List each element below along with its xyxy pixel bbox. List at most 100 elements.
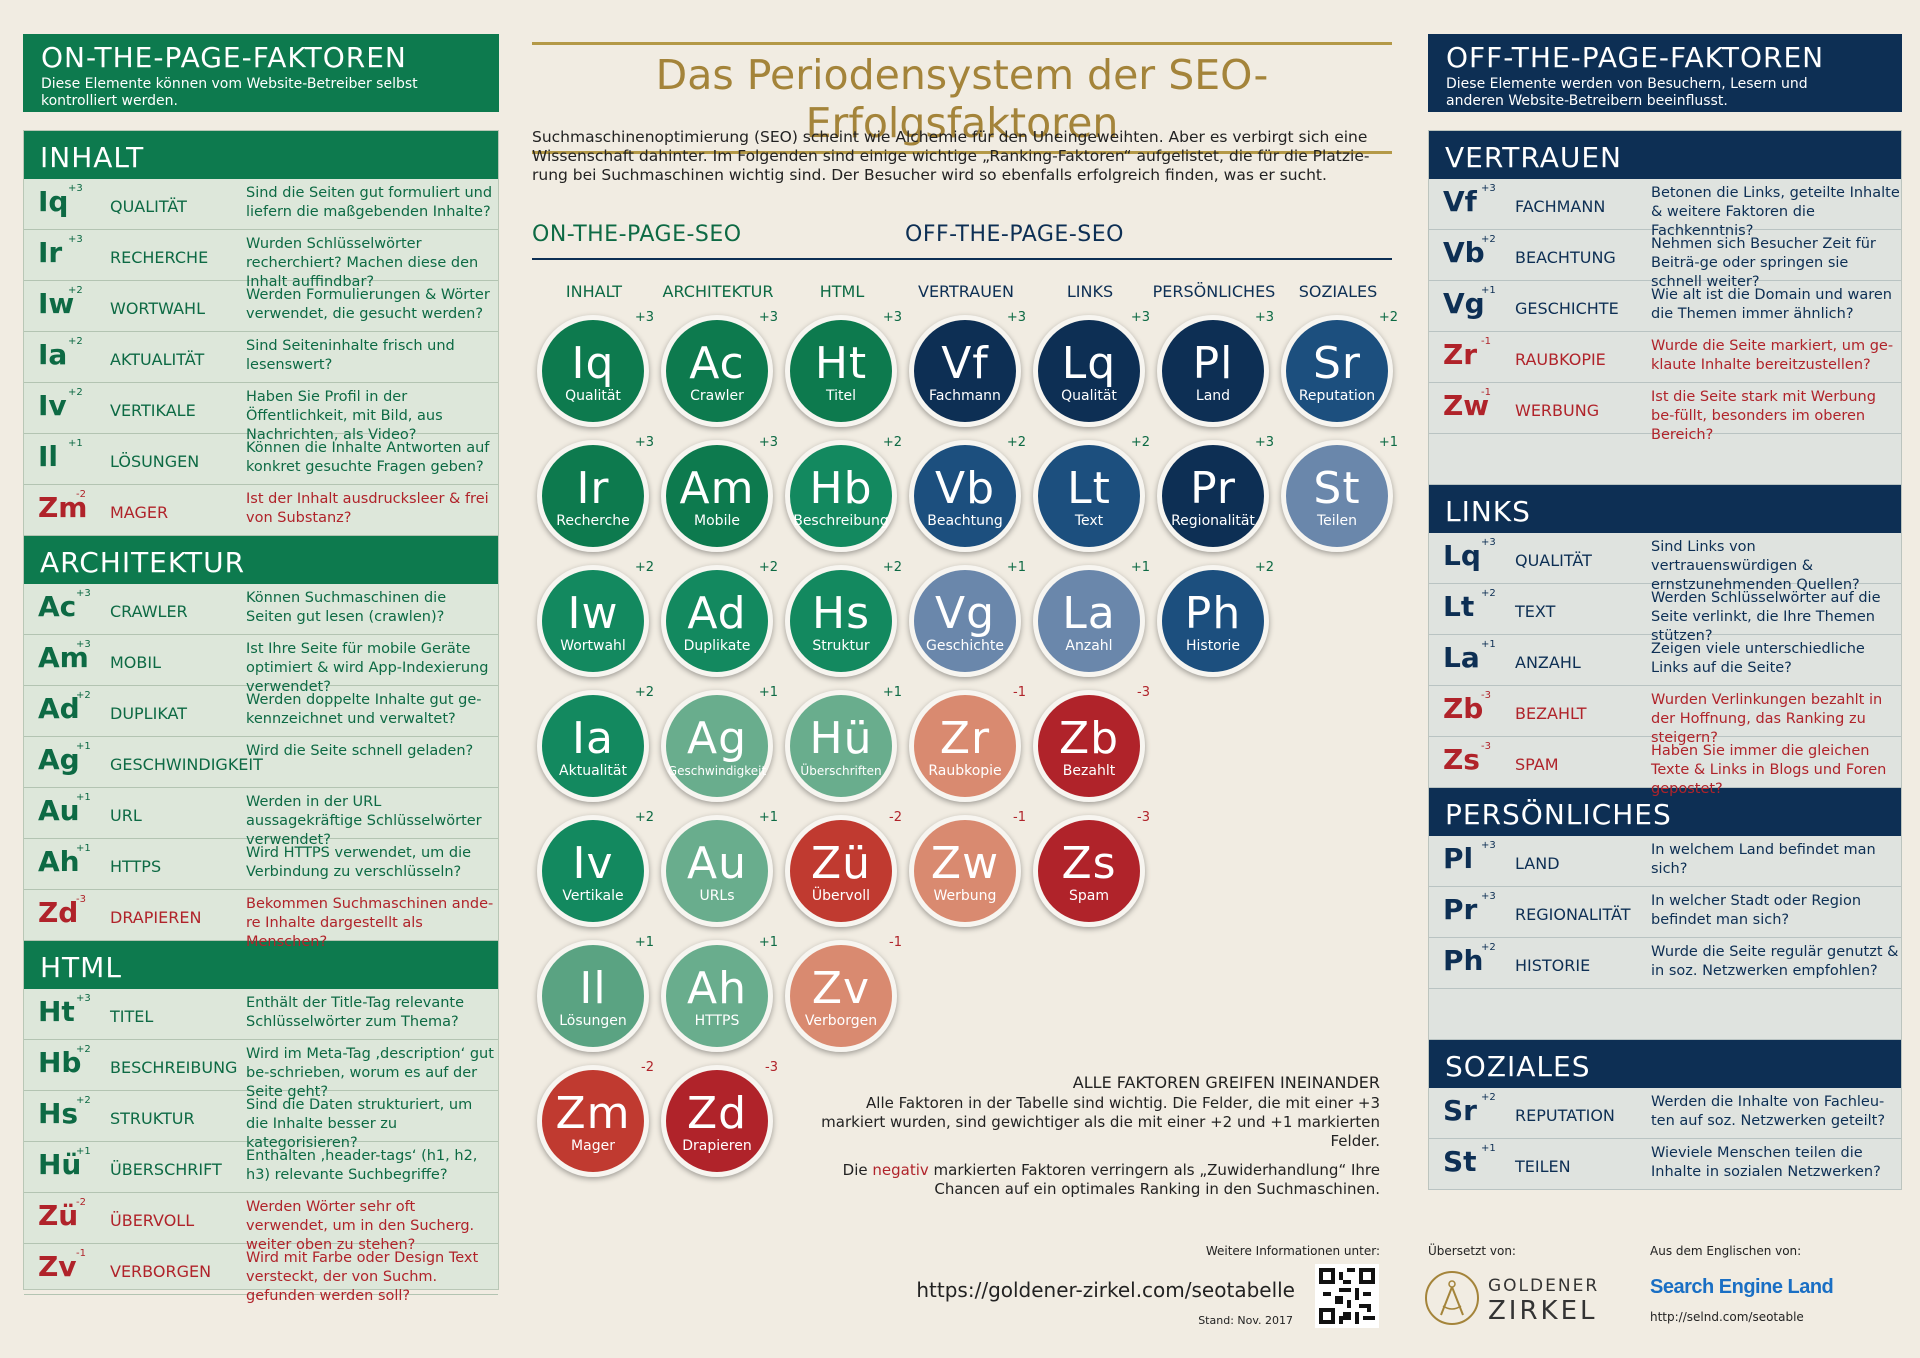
element-circle: Iv Vertikale: [537, 815, 649, 927]
element-tile[interactable]: Zü Übervoll -2: [780, 810, 904, 934]
qr-code-icon[interactable]: [1315, 1264, 1379, 1328]
element-tile[interactable]: Iv Vertikale +2: [532, 810, 656, 934]
element-circle: Vg Geschichte: [909, 565, 1021, 677]
goldener-zirkel-logo[interactable]: GOLDENER ZIRKEL: [1424, 1268, 1604, 1330]
factor-symbol: Iw: [38, 287, 75, 320]
element-weight: +2: [1254, 560, 1274, 575]
element-symbol: Vg: [934, 588, 996, 639]
element-weight: +2: [1130, 435, 1150, 450]
factor-row: Ag +1 GESCHWINDIGKEIT Wird die Seite schnel…: [24, 737, 498, 788]
factor-name: WERBUNG: [1515, 401, 1600, 420]
factor-weight: +2: [76, 1044, 91, 1055]
factor-name: MOBIL: [110, 653, 162, 672]
section-title: INHALT: [24, 131, 498, 179]
element-tile[interactable]: Pl Land +3: [1152, 310, 1276, 434]
factor-symbol: St: [1443, 1145, 1477, 1178]
factor-question: Enthält der Title-Tag relevante Schlüsse…: [246, 995, 465, 1030]
element-symbol: Iq: [571, 338, 615, 389]
element-tile[interactable]: Am Mobile +3: [656, 435, 780, 559]
element-tile[interactable]: Iw Wortwahl +2: [532, 560, 656, 684]
section-title: ARCHITEKTUR: [24, 536, 498, 584]
element-tile[interactable]: Hb Beschreibung +2: [780, 435, 904, 559]
element-label: Titel: [825, 388, 856, 404]
factor-weight: +1: [68, 438, 83, 449]
element-circle: Zü Übervoll: [785, 815, 897, 927]
element-weight: +3: [1006, 310, 1026, 325]
factor-question: Nehmen sich Besucher Zeit für Beiträ-ge …: [1651, 236, 1876, 290]
section-2: HTML Ht +3 TITEL Enthält der Title-Tag relev…: [24, 941, 498, 1304]
factor-symbol: Zb: [1443, 692, 1484, 725]
element-tile[interactable]: Il Lösungen +1: [532, 935, 656, 1059]
element-tile[interactable]: Hs Struktur +2: [780, 560, 904, 684]
element-tile[interactable]: St Teilen +1: [1276, 435, 1400, 559]
factor-name: REPUTATION: [1515, 1106, 1615, 1125]
element-tile[interactable]: Ag Geschwindigkeit +1: [656, 685, 780, 809]
element-tile[interactable]: Lt Text +2: [1028, 435, 1152, 559]
element-tile[interactable]: Ia Aktualität +2: [532, 685, 656, 809]
element-label: Land: [1195, 388, 1231, 404]
element-weight: -3: [1137, 810, 1150, 825]
factor-weight: +3: [1481, 183, 1496, 194]
element-tile[interactable]: Hü Überschriften +1: [780, 685, 904, 809]
element-label: Übervoll: [811, 888, 871, 904]
element-tile[interactable]: Zr Raubkopie -1: [904, 685, 1028, 809]
element-circle: Lq Qualität: [1033, 315, 1145, 427]
element-tile[interactable]: Lq Qualität +3: [1028, 310, 1152, 434]
element-tile[interactable]: Pr Regionalität +3: [1152, 435, 1276, 559]
element-weight: +3: [1130, 310, 1150, 325]
factor-symbol: Am: [38, 641, 89, 674]
factor-symbol: Ir: [38, 236, 63, 269]
element-label: Reputation: [1298, 388, 1376, 404]
element-tile[interactable]: Vf Fachmann +3: [904, 310, 1028, 434]
element-circle: Ia Aktualität: [537, 690, 649, 802]
element-circle: Zd Drapieren: [661, 1065, 773, 1177]
factor-row: Vb +2 BEACHTUNG Nehmen sich Besucher Zeit f…: [1429, 230, 1901, 290]
element-tile[interactable]: Zd Drapieren -3: [656, 1060, 780, 1184]
source-url-link[interactable]: https://goldener-zirkel.com/seotabelle: [916, 1278, 1295, 1302]
element-circle: La Anzahl: [1033, 565, 1145, 677]
element-tile[interactable]: Zw Werbung -1: [904, 810, 1028, 934]
element-tile[interactable]: Ir Recherche +3: [532, 435, 656, 559]
element-tile[interactable]: Zm Mager -2: [532, 1060, 656, 1184]
element-tile[interactable]: Iq Qualität +3: [532, 310, 656, 434]
factor-row: Zs -3 SPAM Haben Sie immer die gleichen Tex…: [1429, 737, 1901, 797]
factor-question: Wird im Meta-Tag ‚description‘ gut be-sc…: [246, 1046, 494, 1100]
element-tile[interactable]: Ac Crawler +3: [656, 310, 780, 434]
factor-weight: +1: [1481, 1143, 1496, 1154]
section-title: SOZIALES: [1429, 1040, 1901, 1088]
element-circle: St Teilen: [1281, 440, 1393, 552]
element-tile[interactable]: Ad Duplikate +2: [656, 560, 780, 684]
factor-weight: +2: [68, 387, 83, 398]
element-tile[interactable]: Sr Reputation +2: [1276, 310, 1400, 434]
element-tile[interactable]: Vb Beachtung +2: [904, 435, 1028, 559]
section-title: VERTRAUEN: [1429, 131, 1901, 179]
element-tile[interactable]: Ht Titel +3: [780, 310, 904, 434]
left-panel-subtitle: Diese Elemente können vom Website-Betrei…: [41, 76, 418, 109]
sel-url-link[interactable]: http://selnd.com/seotable: [1650, 1310, 1804, 1324]
factor-name: TEXT: [1515, 602, 1556, 621]
element-label: Spam: [1069, 888, 1109, 904]
element-tile[interactable]: Zv Verborgen -1: [780, 935, 904, 1059]
factor-weight: +2: [76, 1095, 91, 1106]
element-tile[interactable]: Vg Geschichte +1: [904, 560, 1028, 684]
factor-weight: -3: [1481, 690, 1491, 701]
element-tile[interactable]: La Anzahl +1: [1028, 560, 1152, 684]
element-tile[interactable]: Ph Historie +2: [1152, 560, 1276, 684]
factor-symbol: Au: [38, 794, 80, 827]
element-symbol: Am: [679, 463, 755, 514]
right-panel-subtitle: Diese Elemente werden von Besuchern, Les…: [1446, 76, 1808, 109]
element-tile[interactable]: Ah HTTPS +1: [656, 935, 780, 1059]
empty-row: [1429, 434, 1901, 485]
factor-weight: -3: [1481, 741, 1491, 752]
factor-question: Sind die Seiten gut formuliert und liefe…: [246, 185, 493, 220]
element-circle: Hs Struktur: [785, 565, 897, 677]
factor-symbol: Zd: [38, 896, 79, 929]
element-tile[interactable]: Au URLs +1: [656, 810, 780, 934]
element-weight: +3: [634, 435, 654, 450]
element-tile[interactable]: Zs Spam -3: [1028, 810, 1152, 934]
search-engine-land-logo[interactable]: Search Engine Land: [1650, 1276, 1834, 1298]
factor-weight: +3: [68, 234, 83, 245]
element-weight: -3: [765, 1060, 778, 1075]
element-tile[interactable]: Zb Bezahlt -3: [1028, 685, 1152, 809]
element-symbol: Zw: [930, 838, 1000, 889]
